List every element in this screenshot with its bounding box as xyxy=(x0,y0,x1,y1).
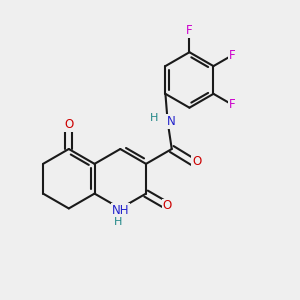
Text: NH: NH xyxy=(112,204,129,217)
Text: F: F xyxy=(229,49,236,62)
Text: F: F xyxy=(229,98,236,111)
Text: O: O xyxy=(64,118,74,131)
Text: H: H xyxy=(150,112,158,123)
Text: N: N xyxy=(167,115,176,128)
Text: F: F xyxy=(186,24,193,37)
Text: O: O xyxy=(163,200,172,212)
Text: H: H xyxy=(114,217,122,227)
Text: O: O xyxy=(192,155,202,168)
